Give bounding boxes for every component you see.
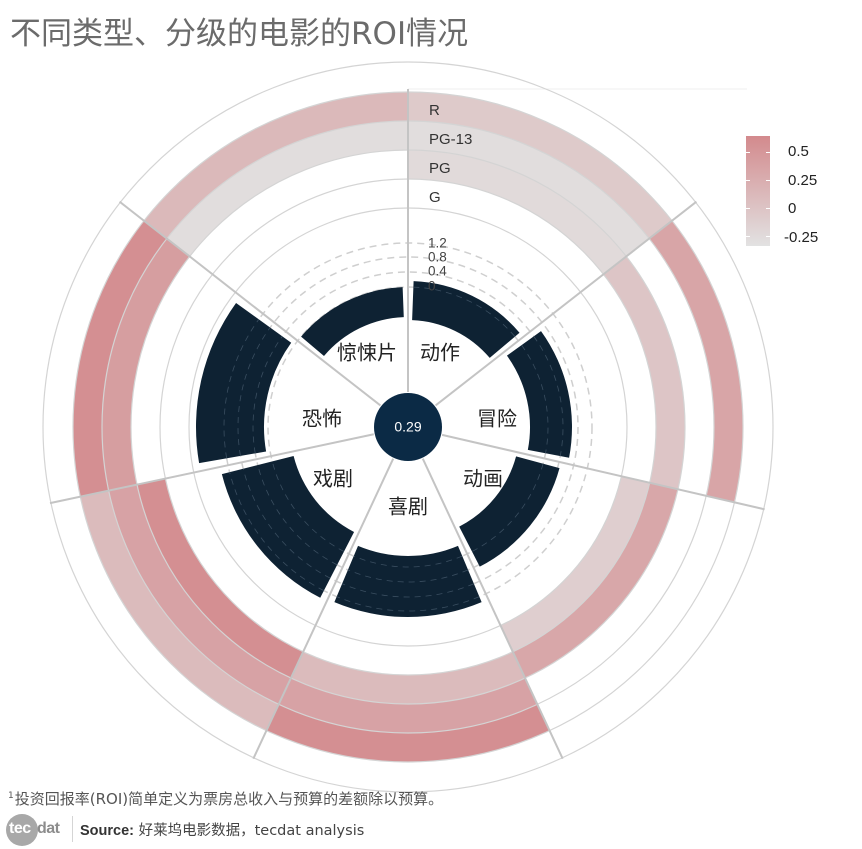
footer-divider	[72, 816, 73, 842]
legend-label: 0	[788, 200, 797, 217]
genre-label: 恐怖	[302, 407, 342, 431]
legend-tick	[746, 208, 750, 209]
tecdat-logo: tec dat	[6, 814, 68, 846]
bar-guide	[252, 336, 283, 454]
legend-tick	[766, 236, 770, 237]
footer: tec dat Source: 好莱坞电影数据，tecdat analysis	[6, 813, 364, 846]
bar-guide	[229, 472, 325, 592]
bar-guide	[533, 336, 564, 457]
roi-bar	[459, 456, 560, 567]
sector-divider	[434, 200, 698, 407]
center-circle	[374, 393, 442, 461]
sector-divider	[421, 458, 564, 760]
center-value: 0.29	[394, 419, 421, 435]
genre-label: 喜剧	[388, 495, 428, 519]
bar-guide	[257, 464, 338, 566]
legend-tick	[746, 152, 750, 153]
rating-band-pg	[408, 150, 627, 275]
rating-band-g	[500, 476, 650, 652]
rating-band-pg	[603, 256, 685, 490]
footnote-marker: 1	[8, 791, 14, 801]
legend-label: 0.25	[788, 172, 818, 189]
rating-label: PG	[429, 160, 451, 177]
bar-guide	[237, 327, 271, 457]
bar-guide	[471, 463, 544, 552]
roi-bar	[334, 545, 482, 617]
roi-bar	[506, 331, 572, 458]
axis-tick-label: 0.4	[428, 264, 447, 279]
bar-guide	[353, 555, 463, 568]
rating-label: R	[429, 102, 440, 119]
axis-tick-label: 1.2	[428, 236, 447, 251]
legend-tick	[746, 236, 750, 237]
bar-guide	[347, 569, 469, 583]
rating-band-r	[408, 92, 672, 239]
genre-label: 惊悚片	[337, 341, 397, 365]
roi-bar	[412, 281, 520, 358]
bar-guide	[341, 583, 475, 598]
bar-guide	[413, 286, 516, 337]
rating-band-pg-13	[278, 678, 538, 734]
bar-guide	[336, 596, 480, 612]
rating-band-pg	[512, 482, 678, 679]
roi-bar	[196, 302, 292, 464]
sector-divider	[118, 200, 382, 407]
logo-text-dat: dat	[37, 820, 60, 837]
rating-band-r	[144, 92, 408, 239]
legend-tick	[766, 152, 770, 153]
rating-band-pg-13	[408, 121, 650, 257]
grid-circle	[42, 61, 774, 793]
axis-tick-label: 0	[428, 279, 436, 294]
genre-label: 戏剧	[313, 467, 353, 491]
genre-label: 冒险	[477, 407, 517, 431]
logo-circle-icon	[6, 814, 38, 846]
sector-divider	[49, 433, 374, 505]
rating-label: PG-13	[429, 131, 472, 148]
roi-bar	[221, 455, 355, 598]
legend-tick	[746, 180, 750, 181]
bar-guide	[223, 319, 260, 459]
legend-tick	[766, 180, 770, 181]
legend-label: 0.5	[788, 143, 809, 160]
logo-text-tec: tec	[9, 820, 31, 837]
genre-label: 动画	[463, 467, 503, 491]
source-text: 好莱坞电影数据，tecdat analysis	[134, 822, 365, 839]
rating-label: G	[429, 189, 441, 206]
rating-band-r	[73, 220, 167, 497]
source-line: Source: 好莱坞电影数据，tecdat analysis	[80, 819, 364, 840]
axis-tick-label: 0.8	[428, 250, 447, 265]
genre-label: 动作	[420, 341, 460, 365]
sector-divider	[441, 433, 765, 511]
bar-guide	[242, 468, 331, 579]
rating-band-r	[80, 490, 279, 731]
legend-tick	[766, 208, 770, 209]
roi-bar	[301, 287, 404, 356]
footnote: 1投资回报率(ROI)简单定义为票房总收入与预算的差额除以预算。	[8, 788, 443, 809]
footnote-text: 投资回报率(ROI)简单定义为票房总收入与预算的差额除以预算。	[14, 790, 444, 808]
sector-divider	[252, 458, 395, 760]
chart-title: 不同类型、分级的电影的ROI情况	[10, 16, 469, 52]
rating-band-pg	[137, 478, 304, 679]
rating-band-pg	[290, 651, 526, 704]
rating-band-pg-13	[102, 238, 190, 491]
bar-guide	[521, 344, 549, 454]
source-label: Source:	[80, 822, 134, 839]
legend-gradient-bar	[746, 136, 770, 246]
bar-guide	[271, 461, 345, 552]
legend-label: -0.25	[784, 229, 819, 246]
rating-band-r	[649, 220, 743, 503]
rating-band-pg-13	[166, 121, 408, 257]
